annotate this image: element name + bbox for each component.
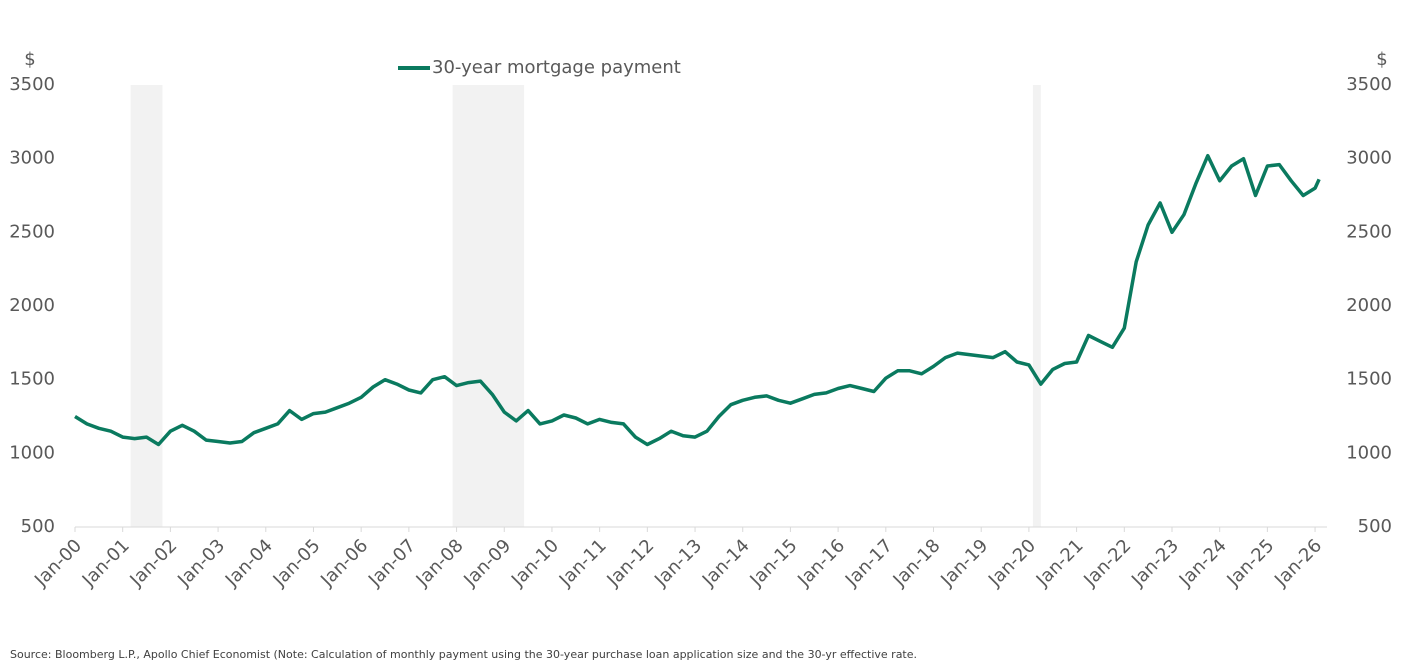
x-tick-label: Jan-05: [269, 535, 325, 591]
y2-tick-label: 1500: [1346, 369, 1392, 390]
x-tick-label: Jan-15: [746, 535, 802, 591]
footnote: Source: Bloomberg L.P., Apollo Chief Eco…: [10, 648, 917, 661]
recession-band: [1032, 85, 1041, 527]
x-tick-label: Jan-06: [316, 535, 372, 591]
y-axis-label: $: [24, 49, 35, 70]
y-tick-label: 3000: [9, 148, 55, 169]
x-tick-label: Jan-03: [173, 535, 229, 591]
x-tick-label: Jan-10: [507, 535, 563, 591]
x-tick-label: Jan-11: [555, 535, 611, 591]
x-tick-label: Jan-04: [221, 535, 277, 591]
x-tick-label: Jan-17: [841, 535, 897, 591]
recession-band: [452, 85, 525, 527]
x-tick-label: Jan-22: [1079, 535, 1135, 591]
y2-tick-label: 3000: [1346, 148, 1392, 169]
x-tick-label: Jan-01: [78, 535, 134, 591]
x-tick-label: Jan-20: [984, 535, 1040, 591]
x-tick-label: Jan-25: [1222, 535, 1278, 591]
x-tick-label: Jan-12: [602, 535, 658, 591]
y2-tick-label: 1000: [1346, 442, 1392, 463]
y-tick-label: 3500: [9, 74, 55, 95]
recession-band: [130, 85, 163, 527]
x-tick-label: Jan-23: [1127, 535, 1183, 591]
line-series: [74, 153, 1321, 447]
x-tick-label: Jan-21: [1032, 535, 1088, 591]
y-tick-label: 500: [21, 516, 55, 537]
x-tick-label: Jan-02: [125, 535, 181, 591]
y2-tick-label: 500: [1358, 516, 1392, 537]
y2-axis-label: $: [1376, 49, 1387, 70]
x-tick-label: Jan-09: [459, 535, 515, 591]
y-tick-label: 2500: [9, 221, 55, 242]
y-tick-label: 2000: [9, 295, 55, 316]
y2-tick-label: 2500: [1346, 221, 1392, 242]
y-tick-label: 1500: [9, 369, 55, 390]
x-tick-label: Jan-07: [364, 535, 420, 591]
x-tick-label: Jan-19: [936, 535, 992, 591]
x-tick-label: Jan-18: [889, 535, 945, 591]
y2-tick-label: 3500: [1346, 74, 1392, 95]
x-tick-label: Jan-13: [650, 535, 706, 591]
x-tick-label: Jan-16: [793, 535, 849, 591]
x-tick-label: Jan-08: [412, 535, 468, 591]
x-tick-label: Jan-26: [1270, 535, 1326, 591]
y2-tick-label: 2000: [1346, 295, 1392, 316]
x-tick-label: Jan-24: [1175, 535, 1231, 591]
y-tick-label: 1000: [9, 442, 55, 463]
legend-label: 30-year mortgage payment: [432, 57, 681, 78]
x-tick-label: Jan-00: [30, 535, 86, 591]
x-tick-label: Jan-14: [698, 535, 754, 591]
